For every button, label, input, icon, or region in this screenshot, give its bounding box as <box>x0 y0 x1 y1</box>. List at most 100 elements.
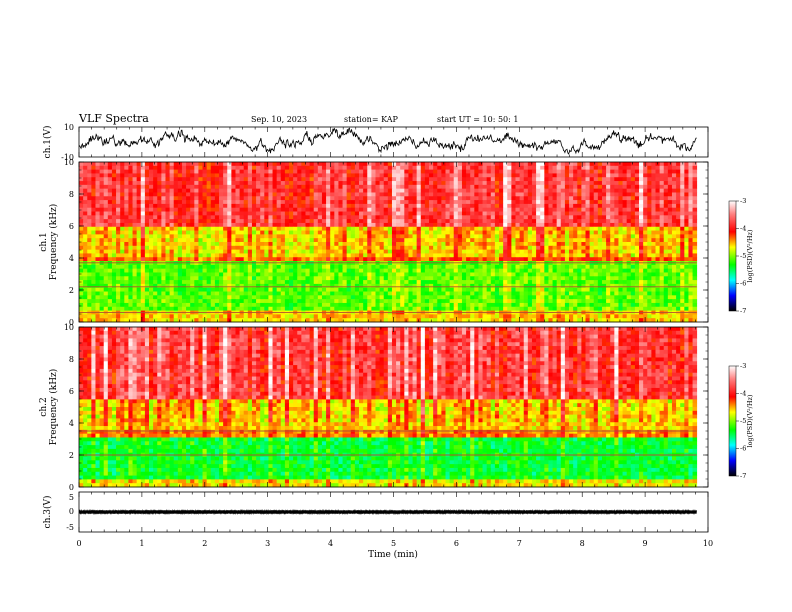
spectrogram-cell <box>305 177 310 182</box>
spectrogram-cell <box>260 184 265 190</box>
spectrogram-cell <box>515 192 521 197</box>
spectrogram-cell <box>523 276 529 281</box>
spectrogram-cell <box>161 215 166 220</box>
spectrogram-cell <box>461 211 467 216</box>
spectrogram-cell <box>527 276 533 281</box>
spectrogram-cell <box>95 215 100 220</box>
spectrogram-cell <box>396 181 401 186</box>
spectrogram-cell <box>478 162 483 167</box>
spectrogram-cell <box>507 181 512 186</box>
spectrogram-cell <box>589 280 595 285</box>
spectrogram-cell <box>128 177 133 182</box>
spectrogram-cell <box>301 268 306 273</box>
spectrogram-cell <box>284 268 290 273</box>
spectrogram-cell <box>437 188 442 193</box>
spectrogram-cell <box>453 268 459 273</box>
spectrogram-cell <box>223 268 228 273</box>
spectrogram-cell <box>330 203 335 209</box>
spectrogram-cell <box>478 268 483 273</box>
spectrogram-cell <box>313 249 319 254</box>
spectrogram-cell <box>404 211 409 216</box>
spectrogram-cell <box>544 165 549 171</box>
spectrogram-cell <box>153 272 158 277</box>
spectrogram-cell <box>153 230 158 235</box>
spectrogram-cell <box>375 222 381 228</box>
spectrogram-cell <box>198 276 203 281</box>
spectrogram-cell <box>466 173 471 178</box>
spectrogram-cell <box>396 268 401 273</box>
spectrogram-cell <box>124 211 129 216</box>
spectrogram-cell <box>334 242 339 247</box>
spectrogram-cell <box>227 196 232 201</box>
spectrogram-cell <box>441 272 446 277</box>
spectrogram-cell <box>589 215 595 220</box>
spectrogram-cell <box>556 230 562 235</box>
spectrogram-cell <box>573 245 578 251</box>
spectrogram-cell <box>309 249 315 254</box>
spectrogram-cell <box>309 257 315 262</box>
spectrogram-cell <box>474 196 479 201</box>
spectrogram-cell <box>239 257 245 262</box>
spectrogram-cell <box>79 162 84 167</box>
spectrogram-cell <box>268 253 273 258</box>
spectrogram-cell <box>544 226 549 231</box>
spectrogram-cell <box>280 165 286 171</box>
spectrogram-cell <box>247 245 253 251</box>
spectrogram-cell <box>676 211 681 216</box>
spectrogram-cell <box>140 173 146 178</box>
spectrogram-cell <box>107 222 113 228</box>
spectrogram-cell <box>466 238 471 243</box>
spectrogram-cell <box>676 200 681 205</box>
spectrogram-cell <box>363 207 368 212</box>
spectrogram-cell <box>214 207 220 212</box>
spectrogram-cell <box>210 234 216 239</box>
spectrogram-cell <box>634 219 640 224</box>
spectrogram-cell <box>387 184 393 190</box>
spectrogram-cell <box>449 219 455 224</box>
spectrogram-cell <box>536 264 541 270</box>
spectrogram-cell <box>186 226 191 231</box>
spectrogram-cell <box>453 165 459 171</box>
spectrogram-cell <box>639 242 644 247</box>
spectrogram-cell <box>181 181 187 186</box>
spectrogram-cell <box>268 272 273 277</box>
spectrogram-cell <box>647 215 652 220</box>
spectrogram-cell <box>449 207 455 212</box>
spectrogram-cell <box>622 242 628 247</box>
spectrogram-cell <box>194 215 199 220</box>
spectrogram-cell <box>359 165 364 171</box>
spectrogram-cell <box>420 234 426 239</box>
spectrogram-cell <box>169 272 175 277</box>
spectrogram-cell <box>346 264 352 270</box>
spectrogram-cell <box>111 245 117 251</box>
spectrogram-cell <box>639 211 644 216</box>
spectrogram-cell <box>589 173 595 178</box>
spectrogram-cell <box>219 257 224 262</box>
spectrogram-cell <box>396 230 401 235</box>
spectrogram-cell <box>482 226 488 231</box>
spectrogram-cell <box>383 272 389 277</box>
spectrogram-cell <box>313 207 319 212</box>
spectrogram-cell <box>560 226 566 231</box>
spectrogram-cell <box>618 219 623 224</box>
spectrogram-cell <box>503 253 508 258</box>
spectrogram-cell <box>548 200 553 205</box>
spectrogram-cell <box>466 222 471 228</box>
spectrogram-cell <box>301 257 306 262</box>
spectrogram-cell <box>482 177 488 182</box>
spectrogram-cell <box>379 203 385 209</box>
spectrogram-cell <box>577 245 582 251</box>
spectrogram-cell <box>169 257 175 262</box>
spectrogram-cell <box>359 181 364 186</box>
spectrogram-cell <box>552 177 558 182</box>
spectrogram-cell <box>560 230 566 235</box>
spectrogram-cell <box>149 238 154 243</box>
spectrogram-cell <box>643 264 648 270</box>
spectrogram-cell <box>309 200 315 205</box>
spectrogram-cell <box>671 207 677 212</box>
spectrogram-cell <box>210 173 216 178</box>
spectrogram-cell <box>684 268 689 273</box>
spectrogram-cell <box>536 184 541 190</box>
spectrogram-cell <box>239 200 245 205</box>
spectrogram-cell <box>429 253 434 258</box>
